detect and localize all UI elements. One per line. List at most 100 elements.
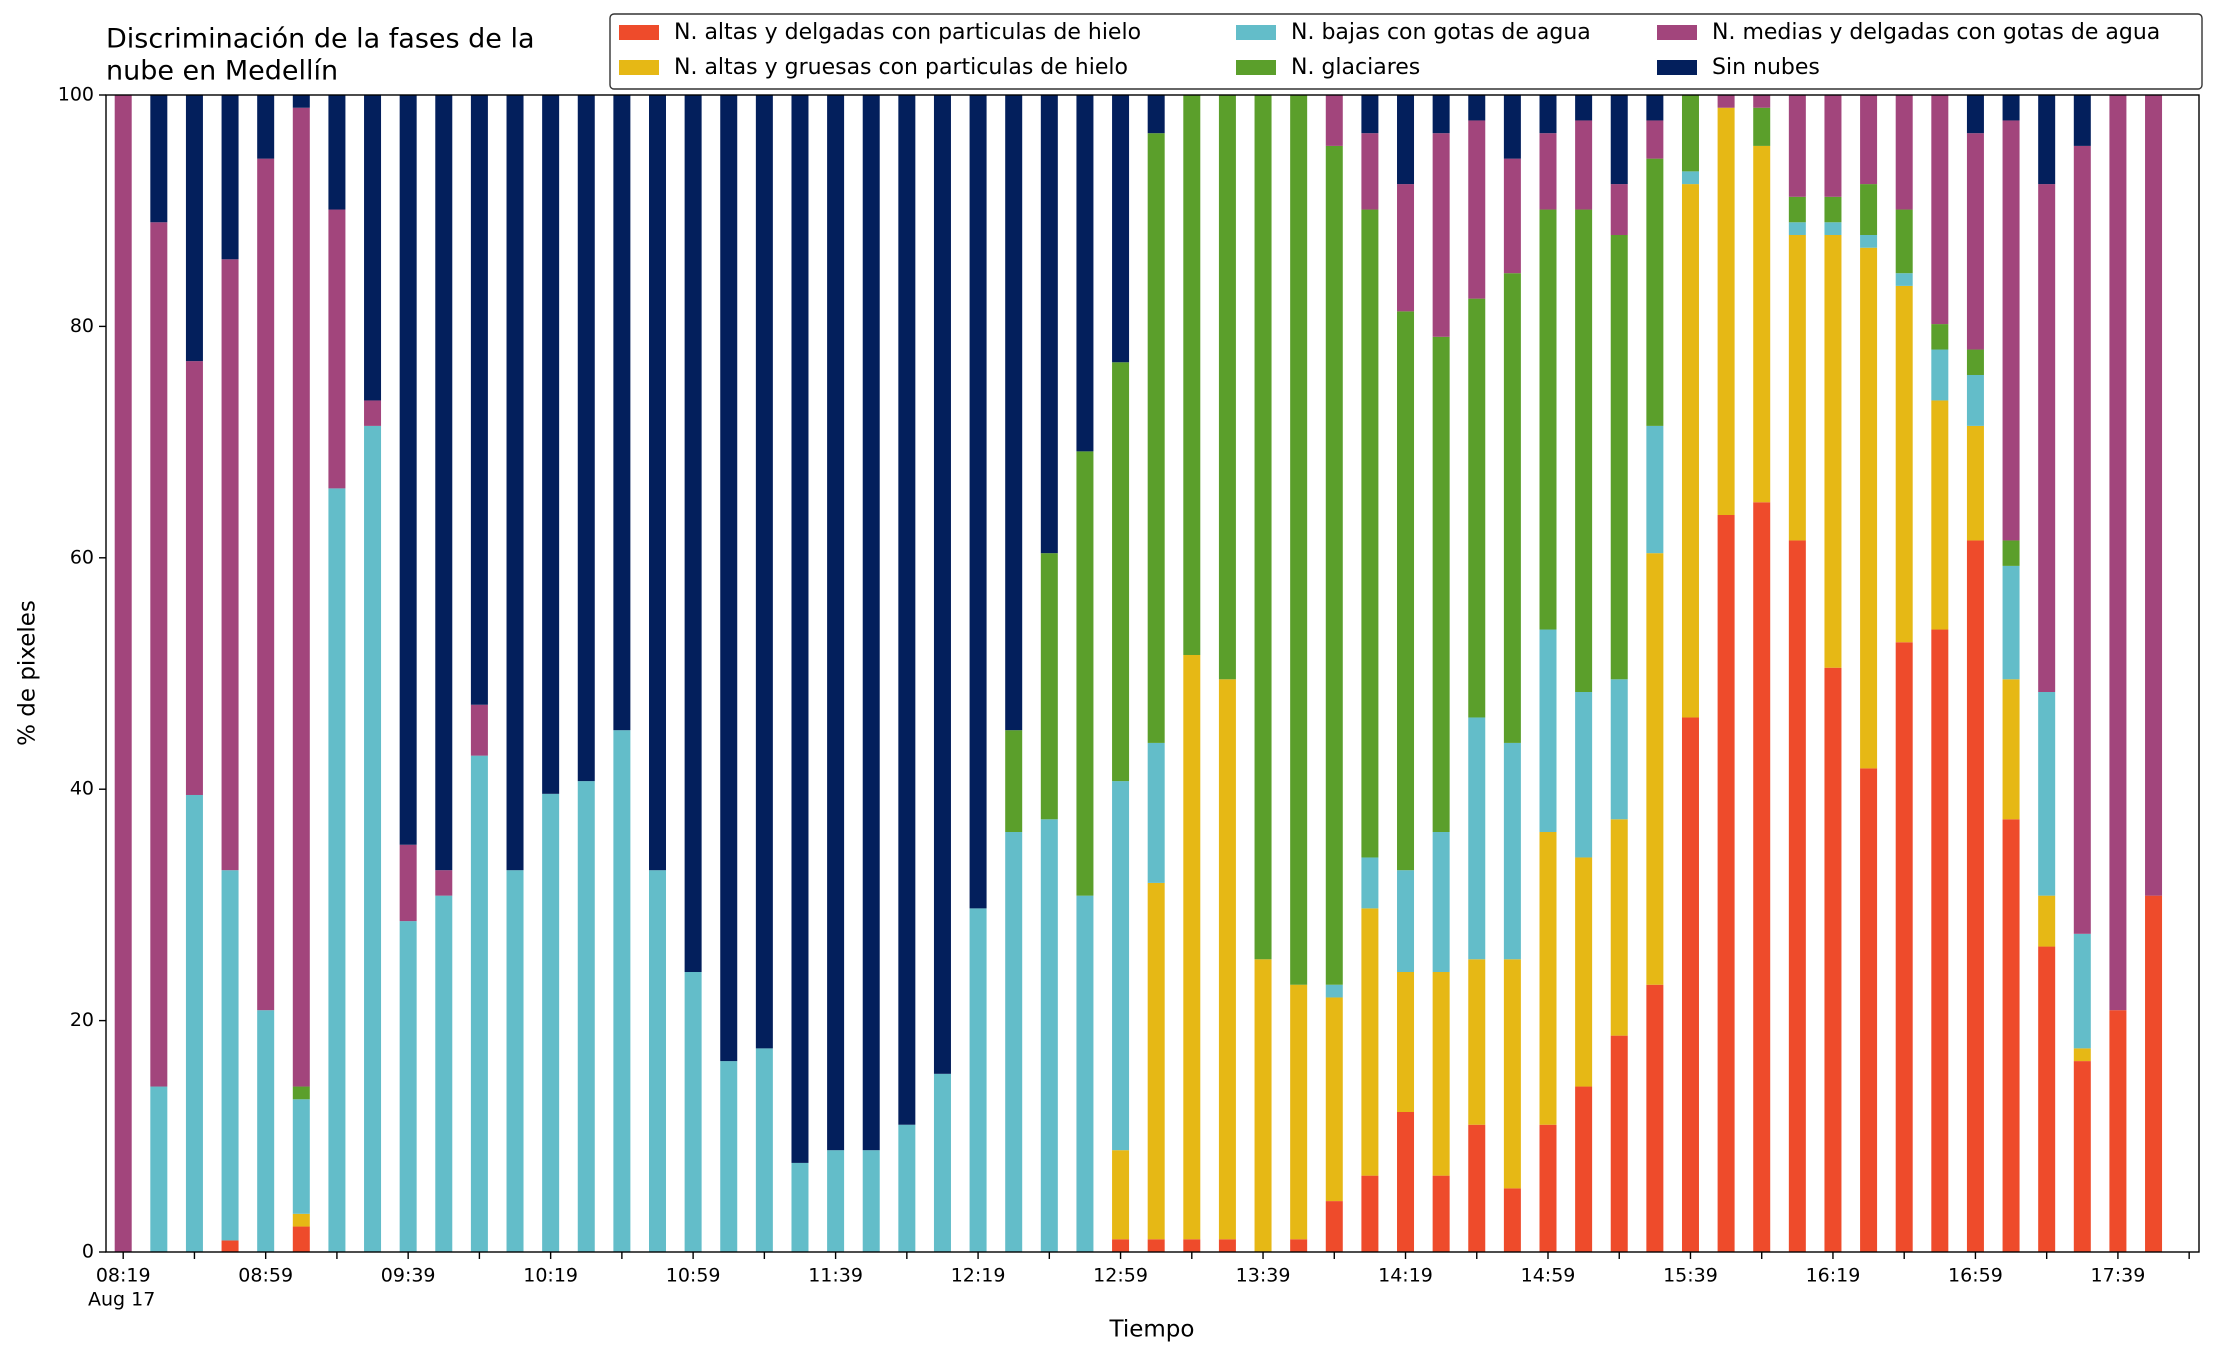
bar-segment bbox=[399, 921, 417, 1252]
bar-segment bbox=[1005, 832, 1023, 1252]
bar-segment bbox=[1503, 742, 1521, 960]
bar-segment bbox=[1966, 95, 1984, 134]
bar-segment bbox=[185, 95, 203, 362]
legend-swatch bbox=[619, 25, 659, 40]
bar-segment bbox=[185, 361, 203, 795]
y-tick-label: 20 bbox=[70, 1009, 94, 1031]
bar-segment bbox=[1539, 95, 1557, 134]
bar-segment bbox=[1325, 95, 1343, 146]
bar-segment bbox=[2038, 895, 2056, 947]
x-tick-label: 15:39 bbox=[1663, 1265, 1718, 1287]
bar-segment bbox=[1788, 234, 1806, 541]
bar-segment bbox=[1931, 629, 1949, 1252]
x-tick-label: 13:39 bbox=[1236, 1265, 1291, 1287]
bar-segment bbox=[2038, 946, 2056, 1252]
bar-segment bbox=[827, 95, 845, 1151]
bar-segment bbox=[470, 755, 488, 1252]
bar-segment bbox=[1147, 1239, 1165, 1252]
x-tick-label: 12:59 bbox=[1093, 1265, 1148, 1287]
bar-segment bbox=[1468, 95, 1486, 121]
bar-segment bbox=[1112, 1150, 1130, 1240]
bar-segment bbox=[933, 95, 951, 1074]
bar-segment bbox=[1112, 1239, 1130, 1252]
bar-segment bbox=[1539, 1124, 1557, 1252]
bar-segment bbox=[1575, 209, 1593, 693]
bar-segment bbox=[2145, 95, 2163, 896]
bar-segment bbox=[1646, 984, 1664, 1252]
bar-segment bbox=[292, 1086, 310, 1100]
bar-segment bbox=[292, 1099, 310, 1214]
bar-segment bbox=[221, 259, 239, 871]
bar-segment bbox=[684, 972, 702, 1252]
bar-segment bbox=[292, 1226, 310, 1252]
bar-segment bbox=[150, 1086, 168, 1252]
bar-segment bbox=[1361, 133, 1379, 210]
bar-segment bbox=[1397, 870, 1415, 973]
bar-segment bbox=[1717, 95, 1735, 108]
legend-swatch bbox=[1236, 25, 1276, 40]
bar-segment bbox=[1397, 184, 1415, 312]
chart-title: nube en Medellín bbox=[106, 56, 338, 87]
bar-segment bbox=[2002, 565, 2020, 680]
bar-segment bbox=[1254, 95, 1272, 960]
bar-segment bbox=[292, 1213, 310, 1227]
x-tick-label: 16:59 bbox=[1948, 1265, 2003, 1287]
bar-segment bbox=[1218, 679, 1236, 1240]
bar-segment bbox=[399, 95, 417, 845]
x-tick-label: 14:19 bbox=[1378, 1265, 1433, 1287]
bar-segment bbox=[1397, 95, 1415, 185]
bar-segment bbox=[2073, 1061, 2091, 1252]
bar-segment bbox=[257, 95, 275, 159]
bar-segment bbox=[435, 95, 453, 871]
bar-segment bbox=[1931, 400, 1949, 630]
bar-segment bbox=[435, 895, 453, 1252]
bar-segment bbox=[1646, 95, 1664, 121]
bar-segment bbox=[1290, 95, 1308, 985]
bar-segment bbox=[2073, 145, 2091, 934]
bar-segment bbox=[1432, 1175, 1450, 1252]
legend-label: N. glaciares bbox=[1291, 55, 1420, 80]
bar-segment bbox=[150, 95, 168, 223]
bar-segment bbox=[1076, 95, 1094, 452]
bar-segment bbox=[1183, 654, 1201, 1240]
bar-segment bbox=[1646, 425, 1664, 554]
bar-segment bbox=[1966, 374, 1984, 426]
bar-segment bbox=[1076, 895, 1094, 1252]
bar-segment bbox=[1290, 1239, 1308, 1252]
bar-segment bbox=[933, 1073, 951, 1252]
bar-segment bbox=[1824, 667, 1842, 1252]
bar-segment bbox=[1717, 514, 1735, 1252]
bar-segment bbox=[1681, 717, 1699, 1252]
bar-segment bbox=[1432, 133, 1450, 337]
y-tick-label: 80 bbox=[70, 315, 94, 337]
bar-segment bbox=[1539, 133, 1557, 210]
bars bbox=[114, 95, 2163, 1253]
y-tick-label: 40 bbox=[70, 778, 94, 800]
y-tick-label: 0 bbox=[82, 1241, 94, 1263]
bar-segment bbox=[542, 793, 560, 1252]
bar-segment bbox=[1610, 819, 1628, 1036]
bar-segment bbox=[1575, 120, 1593, 210]
bar-segment bbox=[1361, 209, 1379, 858]
bar-segment bbox=[684, 95, 702, 973]
bar-segment bbox=[1503, 1188, 1521, 1252]
x-tick-label: 17:39 bbox=[2091, 1265, 2146, 1287]
bar-segment bbox=[898, 1124, 916, 1252]
legend-label: N. bajas con gotas de agua bbox=[1291, 20, 1591, 45]
bar-segment bbox=[969, 908, 987, 1252]
bar-segment bbox=[114, 95, 132, 1252]
bar-segment bbox=[969, 95, 987, 909]
legend-swatch bbox=[619, 60, 659, 75]
bar-segment bbox=[1575, 1086, 1593, 1252]
legend-label: N. altas y gruesas con particulas de hie… bbox=[674, 55, 1128, 80]
legend-box bbox=[609, 13, 2203, 90]
bar-segment bbox=[1824, 95, 1842, 197]
bar-segment bbox=[1895, 95, 1913, 210]
y-axis-label: % de pixeles bbox=[15, 600, 41, 746]
bar-segment bbox=[1432, 336, 1450, 833]
bar-segment bbox=[1860, 234, 1878, 248]
legend-label: Sin nubes bbox=[1712, 55, 1820, 80]
bar-segment bbox=[2038, 184, 2056, 693]
bar-segment bbox=[1112, 362, 1130, 782]
bar-segment bbox=[577, 781, 595, 1252]
